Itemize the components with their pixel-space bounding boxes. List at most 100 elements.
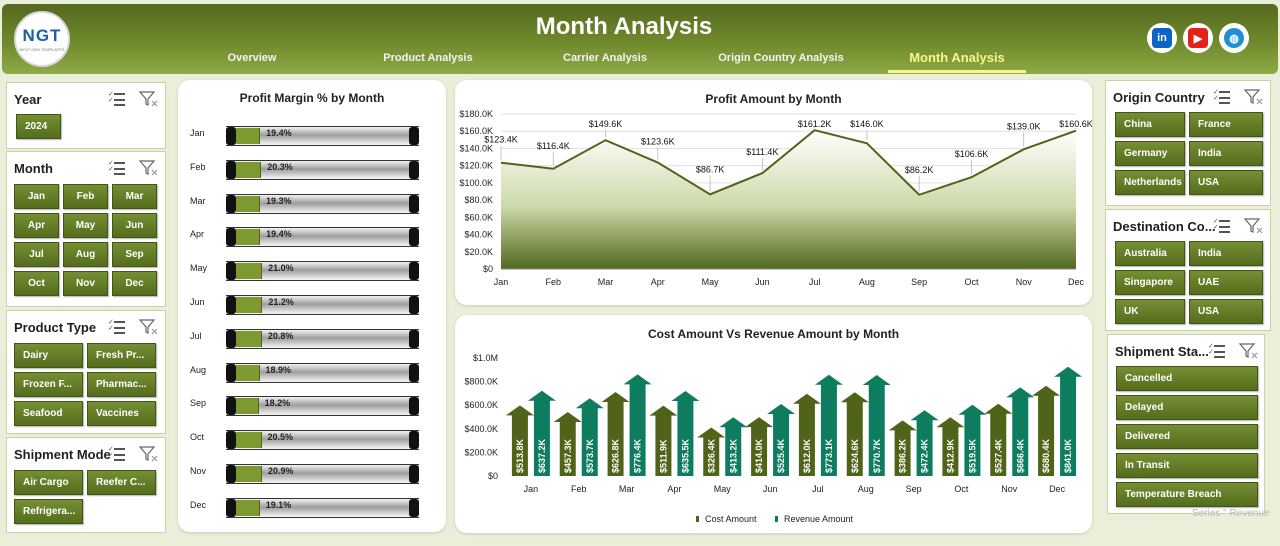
- y-tick-label: $120.0K: [459, 161, 493, 171]
- youtube-button[interactable]: ▶: [1183, 23, 1213, 53]
- slicer-item-jan[interactable]: Jan: [14, 184, 59, 209]
- slicer-item-refrigerated-truck[interactable]: Refrigera...: [14, 499, 83, 524]
- clear-filter-icon[interactable]: [1238, 342, 1259, 360]
- slicer-item-frozen-foods[interactable]: Frozen F...: [14, 372, 83, 397]
- legend-marker: [775, 516, 778, 522]
- data-label: $457.3K: [563, 438, 573, 473]
- data-label: $111.4K: [746, 147, 778, 157]
- slicer-item-pharmaceuticals[interactable]: Pharmac...: [87, 372, 156, 397]
- bar-cap: [226, 296, 236, 314]
- x-tick-label: Mar: [598, 277, 614, 287]
- clear-filter-icon[interactable]: [138, 445, 159, 463]
- website-button[interactable]: ◍: [1219, 23, 1249, 53]
- data-label: 18.2%: [264, 398, 291, 409]
- multi-select-icon[interactable]: ✓ ✓: [107, 445, 127, 463]
- data-label: 21.2%: [268, 297, 294, 307]
- slicer-title: Product Type: [14, 320, 97, 335]
- data-label: 19.3%: [266, 195, 292, 206]
- bar-cap: [226, 262, 236, 281]
- multi-select-icon[interactable]: ✓ ✓: [1212, 217, 1232, 235]
- multi-select-icon[interactable]: ✓ ✓: [107, 159, 127, 177]
- slicer-item-jul[interactable]: Jul: [14, 242, 59, 267]
- linkedin-button[interactable]: in: [1147, 23, 1177, 53]
- slicer-item-vaccines[interactable]: Vaccines: [87, 401, 156, 426]
- x-tick-label: Aug: [859, 277, 875, 287]
- slicer-item-delayed[interactable]: Delayed: [1116, 395, 1258, 420]
- y-tick-label: $1.0M: [473, 353, 498, 363]
- bar: [236, 466, 263, 482]
- revenue-bar: [719, 417, 748, 476]
- slicer-item-cancelled[interactable]: Cancelled: [1116, 366, 1258, 391]
- slicer-title: Month: [14, 161, 53, 176]
- slicer-item-seafood[interactable]: Seafood: [14, 401, 83, 426]
- data-label: $116.4K: [537, 141, 570, 151]
- cost-bar: [649, 405, 678, 476]
- clear-filter-icon[interactable]: [1243, 217, 1264, 235]
- data-label: 19.1%: [265, 499, 292, 510]
- revenue-bar: [623, 374, 652, 476]
- slicer-item-uae[interactable]: UAE: [1189, 270, 1263, 295]
- slicer-item-jun[interactable]: Jun: [112, 213, 157, 238]
- slicer-item-usa[interactable]: USA: [1189, 170, 1263, 195]
- legend-marker: [696, 516, 699, 522]
- slicer-item-sep[interactable]: Sep: [112, 242, 157, 267]
- multi-select-icon[interactable]: ✓ ✓: [1207, 342, 1227, 360]
- slicer-item-germany[interactable]: Germany: [1115, 141, 1185, 166]
- slicer-item-may[interactable]: May: [63, 213, 108, 238]
- multi-select-icon[interactable]: ✓ ✓: [107, 318, 127, 336]
- slicer-item-oct[interactable]: Oct: [14, 271, 59, 296]
- slicer-item-usa[interactable]: USA: [1189, 299, 1263, 324]
- tab-origin-country-analysis[interactable]: Origin Country Analysis: [718, 52, 844, 64]
- clear-filter-icon[interactable]: [138, 159, 159, 177]
- slicer-year: Year ✓ ✓ 2024: [6, 82, 166, 149]
- tab-carrier-analysis[interactable]: Carrier Analysis: [563, 52, 647, 64]
- slicer-item-in-transit[interactable]: In Transit: [1116, 453, 1258, 478]
- clear-filter-icon[interactable]: [138, 318, 159, 336]
- bar-track: [226, 328, 419, 349]
- slicer-item-india[interactable]: India: [1189, 141, 1263, 166]
- x-tick-label: Jul: [812, 484, 824, 494]
- data-label: $123.4K: [484, 135, 518, 145]
- bar: [236, 364, 260, 381]
- bar-track: [226, 227, 419, 248]
- slicer-item-india[interactable]: India: [1189, 241, 1263, 266]
- slicer-item-netherlands[interactable]: Netherlands: [1115, 170, 1185, 195]
- slicer-item-temperature-breach[interactable]: Temperature Breach: [1116, 482, 1258, 507]
- tick-label: Apr: [190, 229, 205, 240]
- slicer-item-fresh-produce[interactable]: Fresh Pr...: [87, 343, 156, 368]
- slicer-item-australia[interactable]: Australia: [1115, 241, 1185, 266]
- revenue-bar: [527, 390, 556, 476]
- tab-product-analysis[interactable]: Product Analysis: [383, 52, 473, 64]
- slicer-item-air-cargo[interactable]: Air Cargo: [14, 470, 83, 495]
- slicer-item-mar[interactable]: Mar: [112, 184, 157, 209]
- slicer-item-delivered[interactable]: Delivered: [1116, 424, 1258, 449]
- data-label: $472.4K: [920, 438, 930, 473]
- slicer-item-aug[interactable]: Aug: [63, 242, 108, 267]
- data-label: 20.3%: [267, 161, 293, 172]
- slicer-item-dairy[interactable]: Dairy: [14, 343, 83, 368]
- slicer-item-reefer-container[interactable]: Reefer C...: [87, 470, 156, 495]
- slicer-item-france[interactable]: France: [1189, 112, 1263, 137]
- profit-amount-plot: $0 $20.0K $40.0K $60.0K $80.0K $100.0K $120.0K…: [459, 109, 1092, 287]
- bar-cap: [226, 194, 236, 213]
- clear-filter-icon[interactable]: [1243, 88, 1264, 106]
- profit-margin-row: Apr 19.4%: [178, 225, 446, 248]
- slicer-item-nov[interactable]: Nov: [63, 271, 108, 296]
- multi-select-icon[interactable]: ✓ ✓: [107, 90, 127, 108]
- data-label: $386.2K: [898, 438, 908, 473]
- slicer-item-2024[interactable]: 2024: [16, 114, 61, 139]
- slicer-item-china[interactable]: China: [1115, 112, 1185, 137]
- slicer-item-uk[interactable]: UK: [1115, 299, 1185, 324]
- slicer-item-feb[interactable]: Feb: [63, 184, 108, 209]
- slicer-item-singapore[interactable]: Singapore: [1115, 270, 1185, 295]
- tab-overview[interactable]: Overview: [227, 52, 277, 64]
- tab-month-analysis[interactable]: Month Analysis: [909, 50, 1005, 65]
- data-label: 20.8%: [267, 330, 294, 341]
- multi-select-icon[interactable]: ✓ ✓: [1212, 88, 1232, 106]
- clear-filter-icon[interactable]: [138, 90, 159, 108]
- slicer-item-dec[interactable]: Dec: [112, 271, 157, 296]
- slicer-item-apr[interactable]: Apr: [14, 213, 59, 238]
- profit-margin-row: Oct 20.5%: [178, 428, 446, 451]
- cost-bar: [984, 403, 1013, 476]
- tick-label: Jun: [190, 297, 205, 307]
